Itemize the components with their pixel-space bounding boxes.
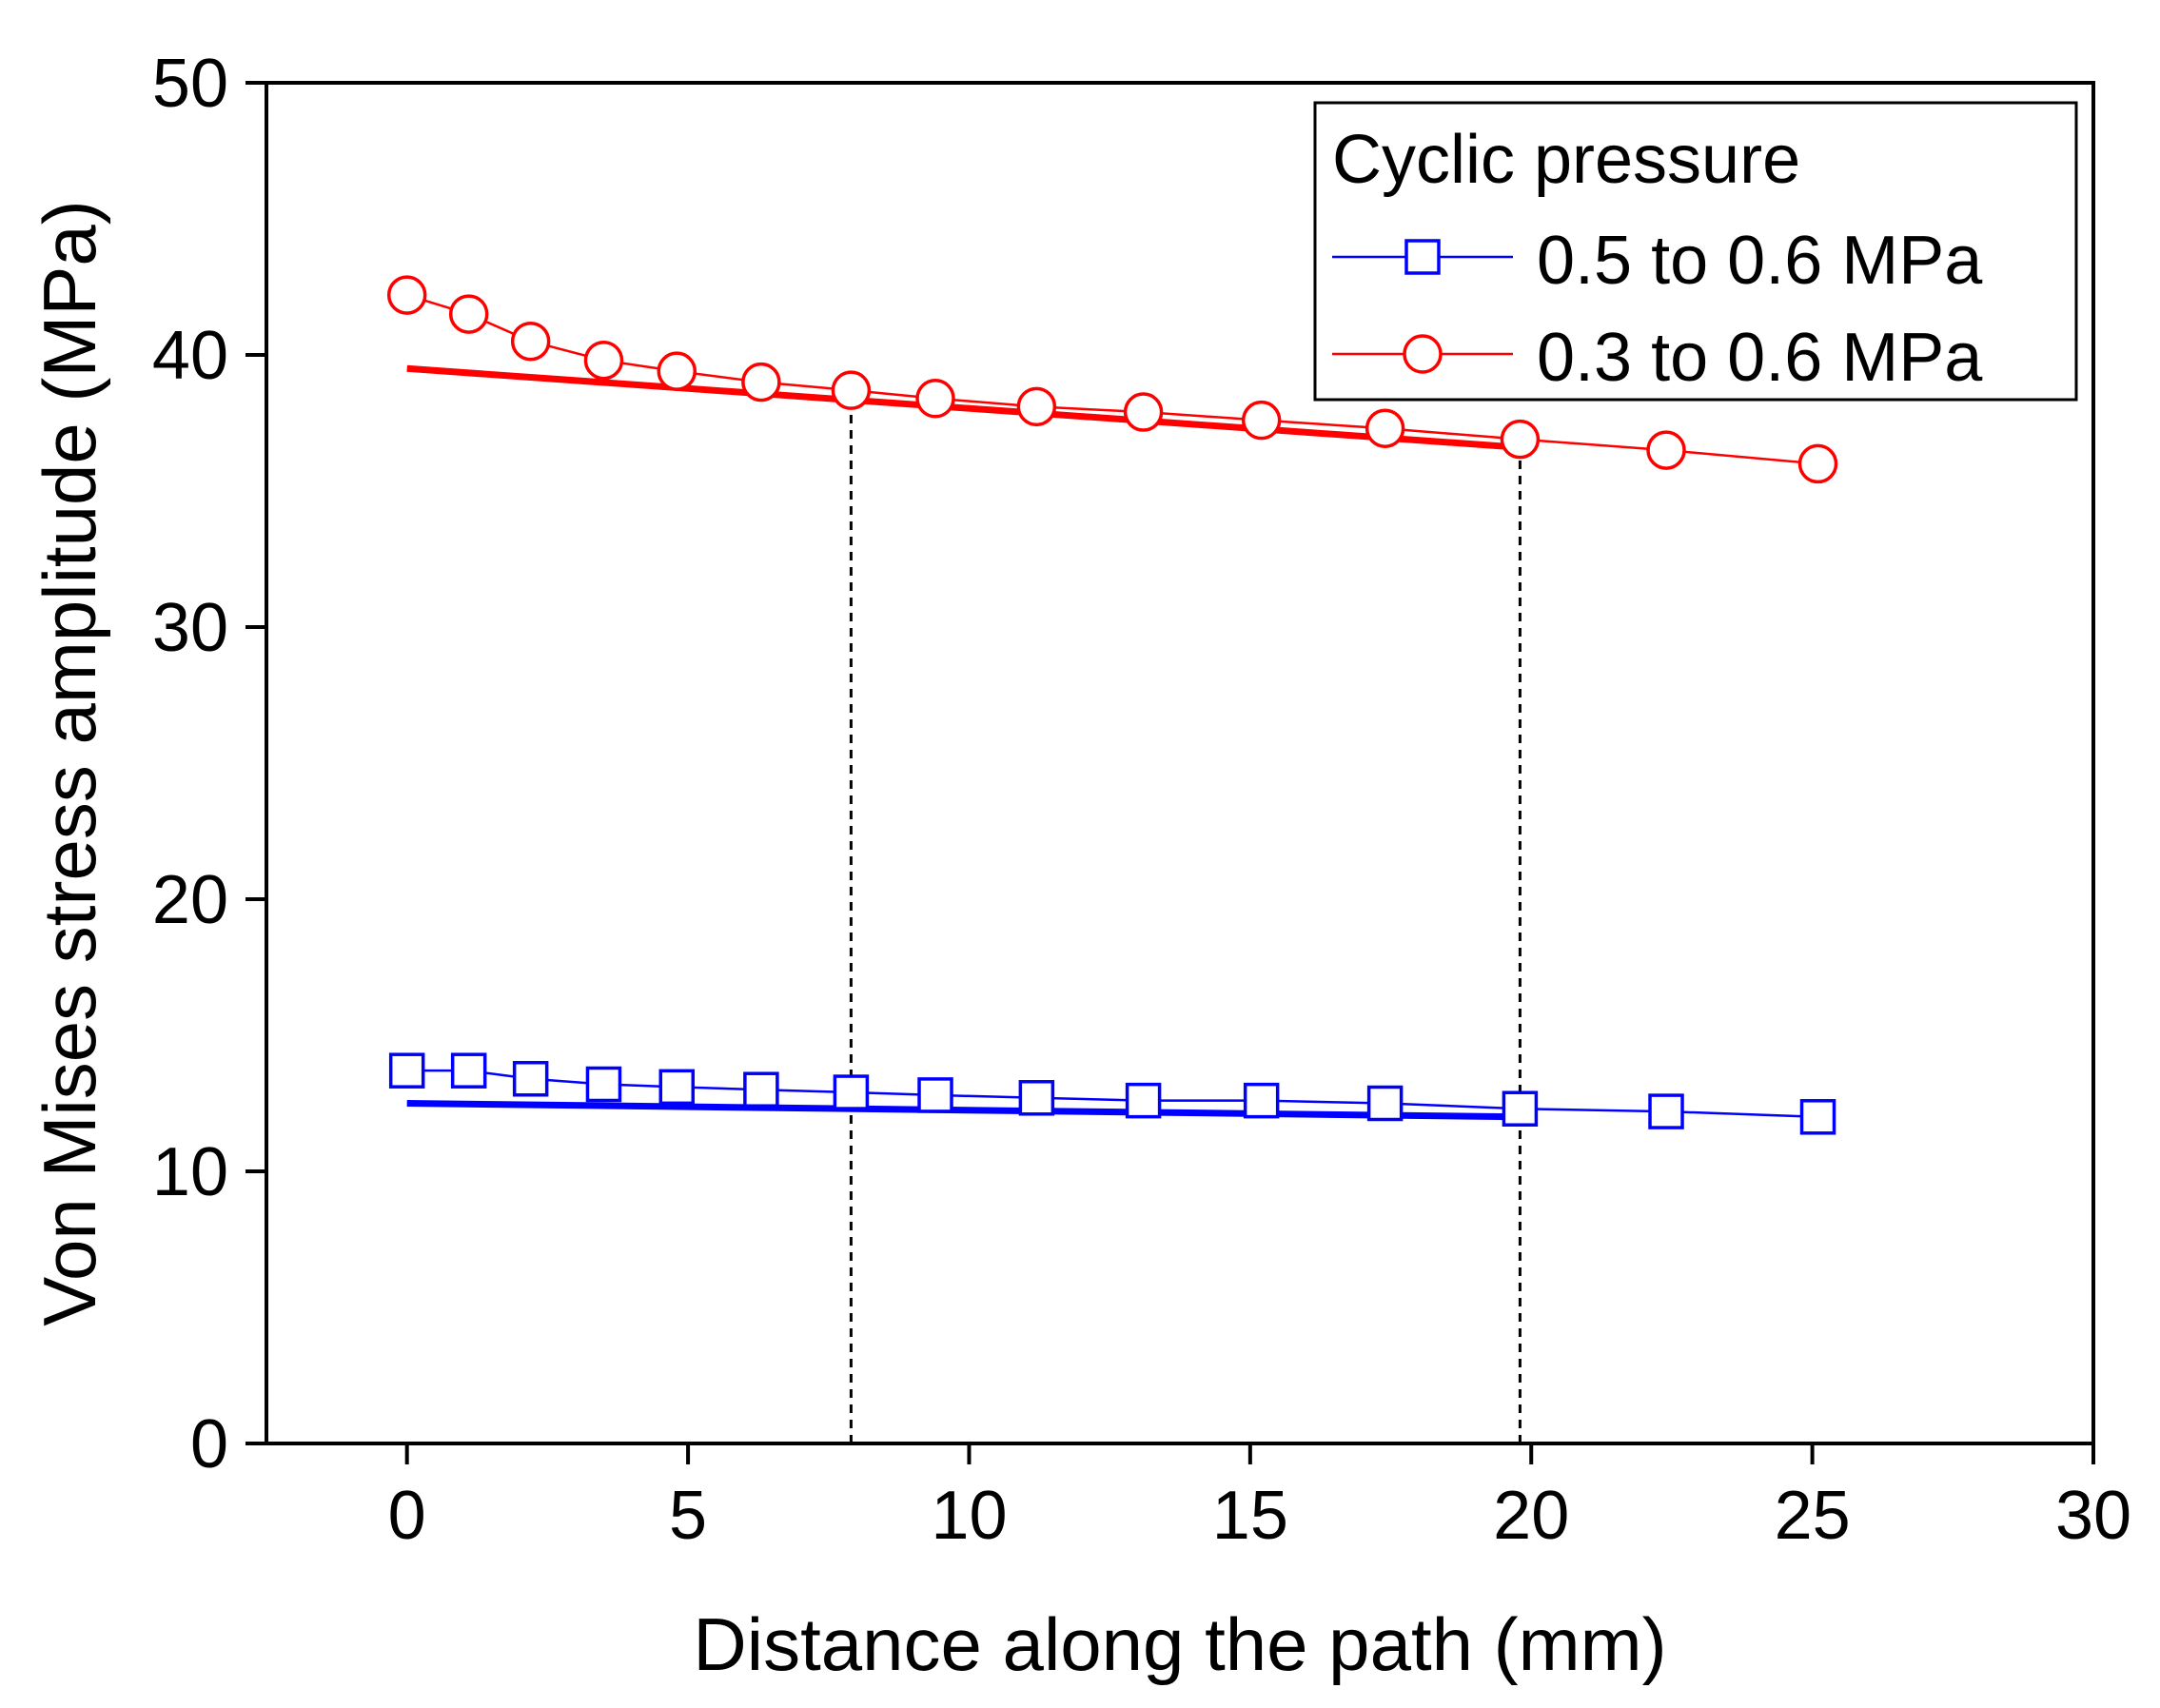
x-tick-label: 5 <box>669 1478 707 1554</box>
data-point-series-2 <box>448 294 489 334</box>
data-point-series-1 <box>1243 1082 1280 1119</box>
data-point-series-1 <box>1799 1099 1836 1135</box>
legend-box <box>1313 101 2078 402</box>
legend-marker-series-2 <box>1403 334 1443 374</box>
data-point-series-2 <box>1365 408 1405 448</box>
y-tick-label: 40 <box>152 318 228 394</box>
y-axis-title: Von Mises stress amplitude (MPa) <box>28 200 111 1325</box>
y-tick-label: 50 <box>152 46 228 122</box>
data-point-series-2 <box>831 370 872 410</box>
data-point-series-1 <box>1648 1093 1684 1129</box>
data-point-series-1 <box>833 1074 870 1110</box>
data-point-series-2 <box>915 379 955 419</box>
data-point-series-2 <box>583 340 624 381</box>
data-point-series-1 <box>450 1052 487 1089</box>
data-point-series-1 <box>1018 1080 1055 1116</box>
data-point-series-2 <box>1016 386 1057 427</box>
x-tick-label: 10 <box>931 1478 1007 1554</box>
plot-area <box>386 275 1838 1443</box>
data-point-series-1 <box>388 1052 425 1089</box>
data-point-series-1 <box>1502 1090 1539 1127</box>
data-point-series-2 <box>657 351 697 391</box>
data-point-series-2 <box>1797 443 1838 484</box>
plot-frame <box>265 81 2095 1445</box>
x-tick-label: 15 <box>1212 1478 1288 1554</box>
y-tick-label: 30 <box>152 590 228 666</box>
x-tick-label: 25 <box>1775 1478 1851 1554</box>
x-axis: 0 5 10 15 20 25 30 <box>388 1443 2131 1554</box>
y-axis: 0 10 20 30 40 50 <box>152 46 266 1482</box>
data-point-series-1 <box>743 1071 779 1108</box>
data-point-series-1 <box>917 1077 953 1113</box>
data-point-series-1 <box>512 1061 549 1097</box>
y-tick-label: 10 <box>152 1134 228 1210</box>
legend-label-series-2: 0.3 to 0.6 MPa <box>1537 320 1983 396</box>
legend-marker-series-1 <box>1404 239 1441 275</box>
x-tick-label: 20 <box>1493 1478 1569 1554</box>
x-axis-title: Distance along the path (mm) <box>693 1602 1666 1686</box>
legend-title: Cyclic pressure <box>1332 122 1800 198</box>
legend-label-series-1: 0.5 to 0.6 MPa <box>1537 223 1983 299</box>
data-point-series-1 <box>585 1066 622 1103</box>
x-tick-label: 0 <box>388 1478 426 1554</box>
fit-line <box>406 364 1521 451</box>
fit-line <box>406 1100 1521 1121</box>
data-point-series-2 <box>386 275 427 315</box>
data-point-series-1 <box>1125 1082 1162 1119</box>
data-point-series-2 <box>1646 430 1686 470</box>
data-point-series-1 <box>1366 1085 1404 1122</box>
x-tick-label: 30 <box>2055 1478 2131 1554</box>
data-point-series-2 <box>1123 392 1164 432</box>
data-point-series-2 <box>741 362 781 402</box>
data-point-series-2 <box>510 321 551 362</box>
data-point-series-2 <box>1241 400 1282 441</box>
data-point-series-2 <box>1500 419 1541 460</box>
data-point-series-1 <box>658 1069 696 1106</box>
y-tick-label: 0 <box>190 1406 228 1482</box>
legend: Cyclic pressure 0.5 to 0.6 MPa 0.3 to 0.… <box>1313 101 2078 402</box>
y-tick-label: 20 <box>152 862 228 938</box>
